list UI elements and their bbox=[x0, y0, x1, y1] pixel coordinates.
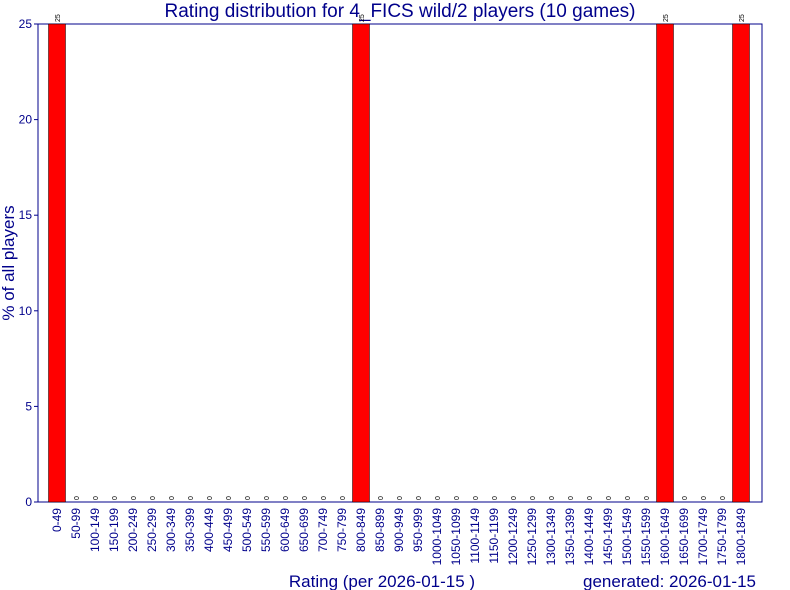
value-label: 0 bbox=[568, 496, 575, 500]
value-label: 0 bbox=[74, 496, 81, 500]
value-label: 0 bbox=[340, 496, 347, 500]
x-tick-label: 1750-1799 bbox=[715, 508, 729, 566]
value-label: 0 bbox=[492, 496, 499, 500]
x-tick-label: 200-249 bbox=[126, 508, 140, 552]
value-label: 0 bbox=[720, 496, 727, 500]
value-label: 0 bbox=[93, 496, 100, 500]
x-tick-label: 1400-1449 bbox=[582, 508, 596, 566]
value-label: 0 bbox=[682, 496, 689, 500]
bar bbox=[732, 23, 750, 503]
value-label: 25 bbox=[663, 14, 670, 22]
x-tick-label: 0-49 bbox=[50, 508, 64, 532]
x-tick-label: 750-799 bbox=[335, 508, 349, 552]
x-tick-label: 400-449 bbox=[202, 508, 216, 552]
x-tick-label: 1200-1249 bbox=[506, 508, 520, 566]
x-tick-label: 1150-1199 bbox=[487, 508, 501, 564]
x-tick-label: 300-349 bbox=[164, 508, 178, 552]
value-label: 0 bbox=[625, 496, 632, 500]
x-tick-label: 1650-1699 bbox=[677, 508, 691, 566]
value-label: 0 bbox=[416, 496, 423, 500]
x-tick-label: 700-749 bbox=[316, 508, 330, 552]
value-label: 0 bbox=[454, 496, 461, 500]
x-tick-label: 1300-1349 bbox=[544, 508, 558, 566]
x-tick-label: 1050-1099 bbox=[449, 508, 463, 566]
x-tick-label: 250-299 bbox=[145, 508, 159, 552]
value-label: 25 bbox=[359, 14, 366, 22]
x-tick-label: 650-699 bbox=[297, 508, 311, 552]
x-tick-label: 1700-1749 bbox=[696, 508, 710, 566]
value-label: 0 bbox=[264, 496, 271, 500]
value-label: 0 bbox=[549, 496, 556, 500]
value-label: 0 bbox=[701, 496, 708, 500]
value-label: 0 bbox=[131, 496, 138, 500]
x-tick-label: 1350-1399 bbox=[563, 508, 577, 566]
x-tick-label: 100-149 bbox=[88, 508, 102, 552]
value-label: 0 bbox=[112, 496, 119, 500]
x-tick-label: 1550-1599 bbox=[639, 508, 653, 566]
x-axis-label: Rating (per 2026-01-15 ) bbox=[289, 572, 475, 590]
y-tick-label: 0 bbox=[25, 495, 32, 509]
x-tick-label: 350-399 bbox=[183, 508, 197, 552]
value-label: 0 bbox=[283, 496, 290, 500]
value-label: 0 bbox=[207, 496, 214, 500]
bar bbox=[656, 23, 674, 503]
value-label: 0 bbox=[378, 496, 385, 500]
value-label: 0 bbox=[245, 496, 252, 500]
y-tick-label: 20 bbox=[19, 113, 33, 127]
value-label: 25 bbox=[739, 14, 746, 22]
x-tick-label: 1450-1499 bbox=[601, 508, 615, 566]
x-tick-label: 600-649 bbox=[278, 508, 292, 552]
value-label: 0 bbox=[321, 496, 328, 500]
x-tick-label: 1500-1549 bbox=[620, 508, 634, 566]
value-label: 0 bbox=[226, 496, 233, 500]
x-tick-label: 500-549 bbox=[240, 508, 254, 552]
x-tick-label: 800-849 bbox=[354, 508, 368, 552]
x-tick-label: 950-999 bbox=[411, 508, 425, 552]
y-tick-label: 10 bbox=[19, 304, 33, 318]
x-tick-label: 1000-1049 bbox=[430, 508, 444, 566]
value-label: 0 bbox=[530, 496, 537, 500]
value-label: 0 bbox=[606, 496, 613, 500]
value-label: 0 bbox=[188, 496, 195, 500]
x-tick-label: 150-199 bbox=[107, 508, 121, 552]
annotation: generated: 2026-01-15 bbox=[583, 572, 756, 590]
x-tick-label: 550-599 bbox=[259, 508, 273, 552]
y-tick-label: 15 bbox=[19, 208, 33, 222]
bar bbox=[48, 23, 66, 503]
chart-title: Rating distribution for 4_FICS wild/2 pl… bbox=[165, 1, 636, 22]
y-axis-label: % of all players bbox=[0, 205, 18, 320]
value-label: 0 bbox=[302, 496, 309, 500]
value-label: 0 bbox=[473, 496, 480, 500]
x-tick-label: 1800-1849 bbox=[734, 508, 748, 566]
x-tick-label: 1100-1149 bbox=[468, 508, 482, 564]
value-label: 0 bbox=[644, 496, 651, 500]
bar bbox=[352, 23, 370, 503]
value-label: 0 bbox=[511, 496, 518, 500]
value-label: 0 bbox=[587, 496, 594, 500]
x-tick-label: 850-899 bbox=[373, 508, 387, 552]
value-label: 0 bbox=[150, 496, 157, 500]
x-tick-label: 1250-1299 bbox=[525, 508, 539, 566]
y-tick-label: 5 bbox=[25, 399, 32, 413]
x-tick-label: 1600-1649 bbox=[658, 508, 672, 566]
x-tick-label: 50-99 bbox=[69, 508, 83, 539]
x-tick-label: 450-499 bbox=[221, 508, 235, 552]
plot-frame bbox=[37, 23, 763, 503]
value-label: 25 bbox=[55, 14, 62, 22]
value-label: 0 bbox=[435, 496, 442, 500]
y-tick-label: 25 bbox=[19, 17, 33, 31]
x-tick-label: 900-949 bbox=[392, 508, 406, 552]
value-label: 0 bbox=[397, 496, 404, 500]
value-label: 0 bbox=[169, 496, 176, 500]
